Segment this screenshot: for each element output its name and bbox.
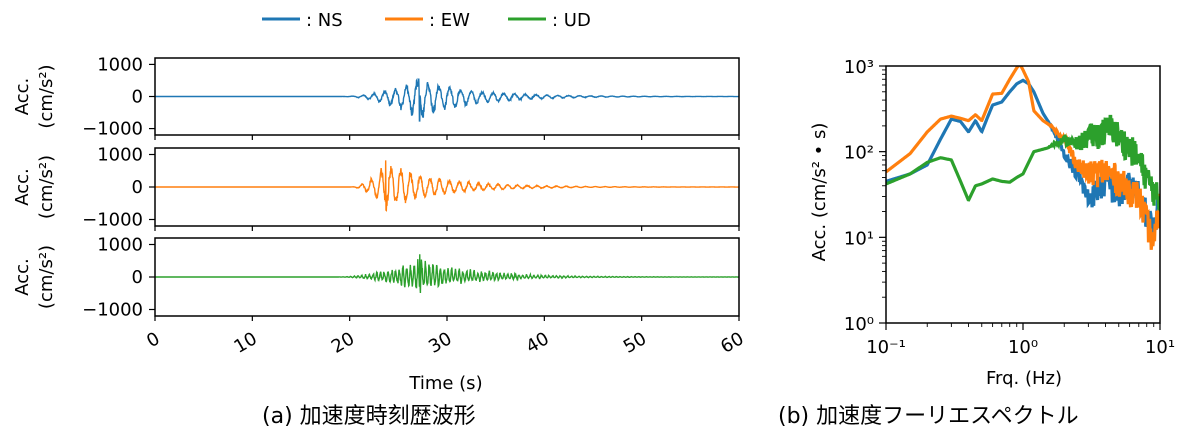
y-tick-label: 1000 xyxy=(97,235,143,256)
spectrum-x-axis-label: Frq. (Hz) xyxy=(986,368,1062,389)
panel-ud: 1000 0 −1000 Acc. (cm/s²) xyxy=(12,235,740,321)
y-tick-label: 0 xyxy=(132,87,143,108)
y-tick-label: 1000 xyxy=(97,145,143,166)
y-tick-label: −1000 xyxy=(82,300,143,321)
y-tick-label: 10¹ xyxy=(844,228,874,249)
x-tick-label: 10⁻¹ xyxy=(866,337,906,358)
spectrum-line-ud xyxy=(886,114,1160,213)
time-x-axis-label: Time (s) xyxy=(408,373,482,394)
y-tick-label: 0 xyxy=(132,177,143,198)
legend-label-ns: : NS xyxy=(306,10,343,31)
y-tick-label: 10⁰ xyxy=(844,314,874,335)
x-tick-label: 0 xyxy=(143,328,163,352)
legend: : NS : EW : UD xyxy=(262,10,591,31)
y-axis-label-line1: Acc. xyxy=(12,258,33,296)
spectrum-line-ns xyxy=(886,78,1160,243)
spectrum-y-axis-label: Acc. (cm/s² • s) xyxy=(809,123,830,262)
x-tick-label: 60 xyxy=(717,328,747,358)
y-axis-label-line2: (cm/s²) xyxy=(36,155,57,219)
x-tick-label: 10¹ xyxy=(1145,337,1175,358)
y-tick-label: 10³ xyxy=(844,57,874,78)
caption-b: (b) 加速度フーリエスペクトル xyxy=(778,404,1079,429)
x-tick-label: 10⁰ xyxy=(1008,337,1038,358)
legend-label-ud: : UD xyxy=(552,10,591,31)
x-tick-label: 10 xyxy=(230,328,260,358)
x-tick-label: 40 xyxy=(522,328,552,358)
series-line-ew xyxy=(155,160,740,212)
y-tick-label: −1000 xyxy=(82,210,143,231)
y-tick-label: −1000 xyxy=(82,119,143,140)
x-tick-label: 50 xyxy=(620,328,650,358)
series-line-ns xyxy=(155,77,740,122)
panel-ns: 1000 0 −1000 Acc. (cm/s²) xyxy=(12,54,740,140)
y-axis-label-line1: Acc. xyxy=(12,78,33,116)
spectrum-line-ew xyxy=(886,66,1160,250)
legend-label-ew: : EW xyxy=(429,10,470,31)
y-axis-label-line1: Acc. xyxy=(12,168,33,206)
y-tick-label: 10² xyxy=(844,143,874,164)
y-axis-label-line2: (cm/s²) xyxy=(36,245,57,309)
y-tick-label: 1000 xyxy=(97,54,143,75)
panel-ew: 1000 0 −1000 Acc. (cm/s²) xyxy=(12,145,740,231)
y-axis-label-line2: (cm/s²) xyxy=(36,64,57,128)
x-tick-label: 20 xyxy=(328,328,358,358)
time-x-axis: 0 10 20 30 40 50 60 xyxy=(143,328,747,358)
series-line-ud xyxy=(155,254,740,293)
caption-a: (a) 加速度時刻歴波形 xyxy=(262,404,476,429)
x-tick-label: 30 xyxy=(425,328,455,358)
y-tick-label: 0 xyxy=(132,267,143,288)
